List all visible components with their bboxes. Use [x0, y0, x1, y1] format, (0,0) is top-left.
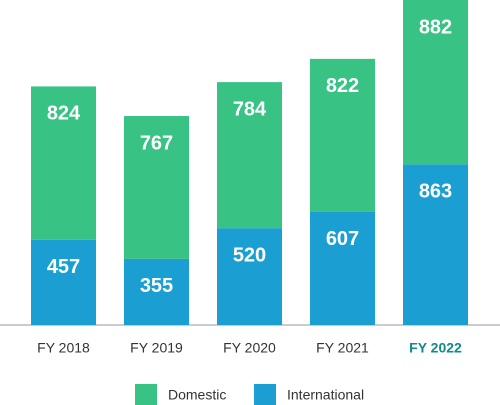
bar-segment	[124, 116, 189, 259]
x-tick-label: FY 2019	[130, 340, 183, 356]
bar-segment	[403, 164, 468, 325]
value-label: 822	[326, 75, 359, 97]
value-label: 767	[140, 132, 173, 154]
bar-segment	[124, 258, 189, 325]
bar-segment	[217, 82, 282, 229]
x-tick-label: FY 2020	[223, 340, 276, 356]
value-label: 863	[419, 181, 452, 203]
value-label: 882	[419, 16, 452, 38]
bar-segment	[403, 0, 468, 165]
x-tick-label: FY 2022	[409, 340, 462, 356]
legend-swatch	[135, 384, 157, 405]
value-label: 607	[326, 228, 359, 250]
value-label: 784	[233, 98, 267, 120]
value-label: 824	[47, 103, 81, 125]
legend-label: Domestic	[168, 387, 226, 403]
value-label: 355	[140, 275, 173, 297]
value-label: 457	[47, 256, 80, 278]
bar-segment	[31, 86, 96, 240]
x-tick-label: FY 2018	[37, 340, 90, 356]
legend-swatch	[254, 384, 276, 405]
bar-segment	[31, 239, 96, 325]
bar-segment	[310, 211, 375, 325]
bar-segment	[310, 58, 375, 212]
x-tick-label: FY 2021	[316, 340, 369, 356]
bar-segment	[217, 228, 282, 325]
legend-label: International	[287, 387, 364, 403]
value-label: 520	[233, 244, 266, 266]
